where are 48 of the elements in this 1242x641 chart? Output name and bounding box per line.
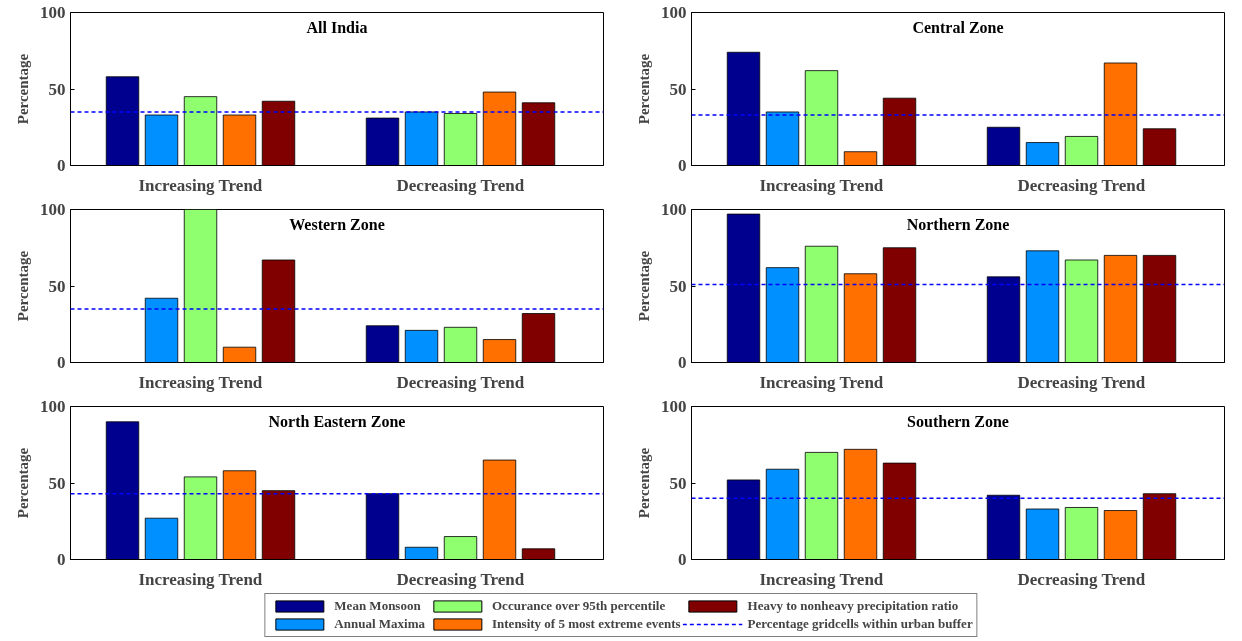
legend-label: Occurance over 95th percentile bbox=[492, 598, 666, 614]
legend-label: Heavy to nonheavy precipitation ratio bbox=[747, 598, 959, 614]
y-tick-label: 0 bbox=[678, 156, 687, 175]
chart-title: Northern Zone bbox=[906, 215, 1010, 233]
y-axis-title: Percentage bbox=[15, 250, 31, 322]
x-tick-label: Decreasing Trend bbox=[1017, 372, 1146, 392]
x-tick-label: Increasing Trend bbox=[138, 175, 263, 195]
y-tick-label: 50 bbox=[669, 473, 687, 493]
y-tick-label: 50 bbox=[48, 473, 66, 493]
y-axis-title: Percentage bbox=[15, 447, 31, 519]
legend-label: Mean Monsoon bbox=[334, 598, 421, 614]
x-tick-label: Increasing Trend bbox=[759, 175, 884, 195]
x-tick-label: Decreasing Trend bbox=[396, 569, 525, 589]
chart-title: North Eastern Zone bbox=[268, 412, 406, 430]
y-tick-label: 0 bbox=[678, 353, 687, 372]
y-tick-label: 50 bbox=[669, 276, 687, 296]
x-tick-label: Increasing Trend bbox=[759, 569, 884, 589]
chart-title: Southern Zone bbox=[907, 412, 1009, 430]
y-tick-label: 100 bbox=[40, 3, 66, 22]
legend-label: Percentage gridcells within urban buffer bbox=[747, 616, 973, 632]
y-tick-label: 50 bbox=[669, 79, 687, 99]
y-tick-label: 50 bbox=[48, 276, 66, 296]
y-tick-label: 100 bbox=[661, 200, 687, 219]
x-tick-label: Increasing Trend bbox=[759, 372, 884, 392]
x-tick-label: Increasing Trend bbox=[138, 569, 263, 589]
x-tick-label: Increasing Trend bbox=[138, 372, 263, 392]
x-tick-label: Decreasing Trend bbox=[396, 372, 525, 392]
y-axis-title: Percentage bbox=[636, 250, 652, 322]
y-tick-label: 100 bbox=[40, 397, 66, 416]
chart-title: All India bbox=[306, 18, 368, 36]
x-tick-label: Decreasing Trend bbox=[1017, 175, 1146, 195]
y-tick-label: 100 bbox=[661, 397, 687, 416]
y-tick-label: 0 bbox=[57, 550, 66, 569]
legend-label: Intensity of 5 most extreme events bbox=[492, 616, 681, 632]
y-tick-label: 0 bbox=[57, 353, 66, 372]
legend-label: Annual Maxima bbox=[334, 616, 425, 632]
x-tick-label: Decreasing Trend bbox=[1017, 569, 1146, 589]
chart-title: Western Zone bbox=[289, 215, 385, 233]
y-tick-label: 0 bbox=[678, 550, 687, 569]
chart-title: Central Zone bbox=[912, 18, 1004, 36]
y-tick-label: 100 bbox=[40, 200, 66, 219]
y-tick-label: 50 bbox=[48, 79, 66, 99]
y-tick-label: 0 bbox=[57, 156, 66, 175]
y-axis-title: Percentage bbox=[15, 53, 31, 125]
x-tick-label: Decreasing Trend bbox=[396, 175, 525, 195]
y-axis-title: Percentage bbox=[636, 447, 652, 519]
y-axis-title: Percentage bbox=[636, 53, 652, 125]
y-tick-label: 100 bbox=[661, 3, 687, 22]
